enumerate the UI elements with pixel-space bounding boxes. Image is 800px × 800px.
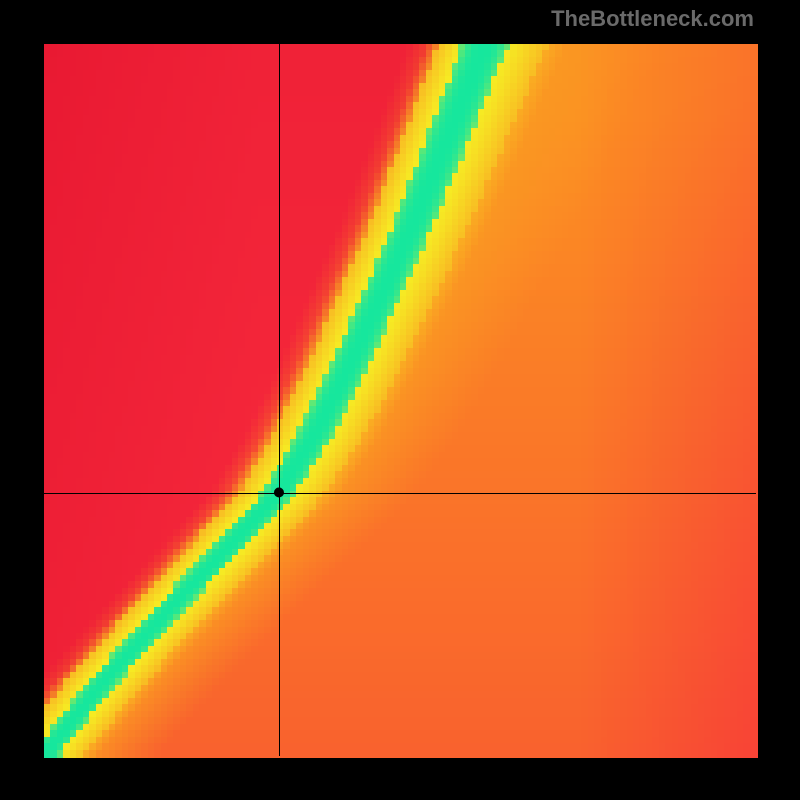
bottleneck-heatmap [0,0,800,800]
watermark-text: TheBottleneck.com [551,6,754,32]
